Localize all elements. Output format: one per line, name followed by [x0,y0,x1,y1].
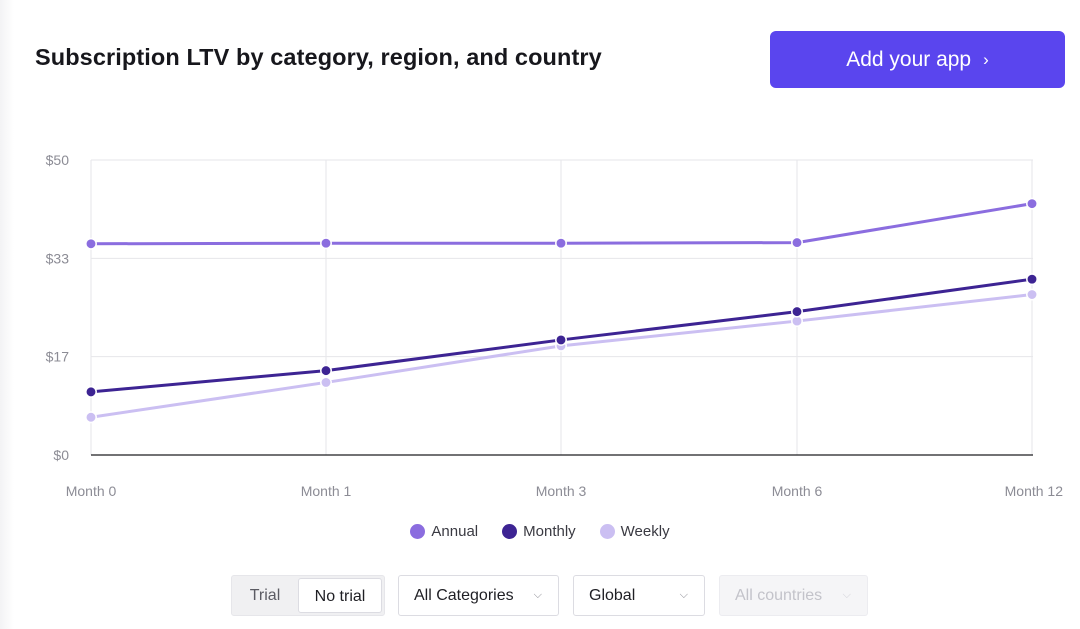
no-trial-option[interactable]: No trial [298,578,382,613]
region-select-value: Global [589,587,636,604]
data-point-weekly[interactable] [85,411,97,424]
chevron-down-icon: ⌵ [533,589,542,601]
legend-item-annual[interactable]: Annual [410,523,478,540]
data-point-annual[interactable] [1026,197,1038,210]
data-point-monthly[interactable] [555,334,567,346]
data-point-monthly[interactable] [85,385,97,398]
page-title: Subscription LTV by category, region, an… [35,44,602,70]
x-tick-label: Month 0 [66,483,117,499]
add-your-app-button[interactable]: Add your app › [770,31,1065,88]
legend-dot-weekly [599,523,615,539]
data-point-annual[interactable] [85,237,97,250]
country-select-value: All countries [735,587,823,604]
y-tick-label: $0 [53,447,69,463]
x-tick-label: Month 3 [536,483,587,499]
add-your-app-label: Add your app [846,47,972,71]
data-point-monthly[interactable] [1026,273,1038,286]
data-point-annual[interactable] [320,237,332,250]
data-point-monthly[interactable] [791,305,803,318]
trial-option[interactable]: Trial [249,587,281,604]
legend-label-annual: Annual [431,522,479,540]
x-tick-label: Month 12 [1005,483,1064,499]
chevron-down-icon: ⌵ [679,589,688,601]
y-tick-label: $33 [46,250,70,266]
country-select: All countries ⌵ [719,575,868,616]
data-point-monthly[interactable] [320,364,332,377]
chevron-right-icon: › [983,49,989,69]
x-tick-label: Month 1 [301,483,352,499]
legend-item-weekly[interactable]: Weekly [599,522,670,540]
chart-legend: Annual Monthly Weekly [0,520,1080,542]
legend-dot-annual [410,523,426,539]
filter-bar: Trial No trial All Categories ⌵ Global ⌵… [0,575,1080,616]
data-point-weekly[interactable] [320,376,332,389]
chevron-down-icon: ⌵ [842,589,851,601]
x-tick-label: Month 6 [772,483,823,499]
data-point-weekly[interactable] [1026,288,1038,301]
legend-dot-monthly [502,523,518,539]
category-select[interactable]: All Categories ⌵ [398,575,559,616]
region-select[interactable]: Global ⌵ [573,575,705,616]
y-tick-label: $50 [46,152,70,168]
trial-toggle: Trial No trial [231,575,385,616]
legend-item-monthly[interactable]: Monthly [502,523,576,540]
category-select-value: All Categories [414,587,514,604]
y-tick-label: $17 [46,349,70,365]
ltv-line-chart: $0 $17 $33 $50 Month 0 Month 1 Month 3 Month 6 M… [46,152,1064,499]
page-edge-shadow [0,0,14,629]
legend-label-monthly: Monthly [523,522,576,540]
data-point-annual[interactable] [555,237,567,250]
legend-label-weekly: Weekly [620,522,670,540]
data-point-annual[interactable] [791,236,803,249]
